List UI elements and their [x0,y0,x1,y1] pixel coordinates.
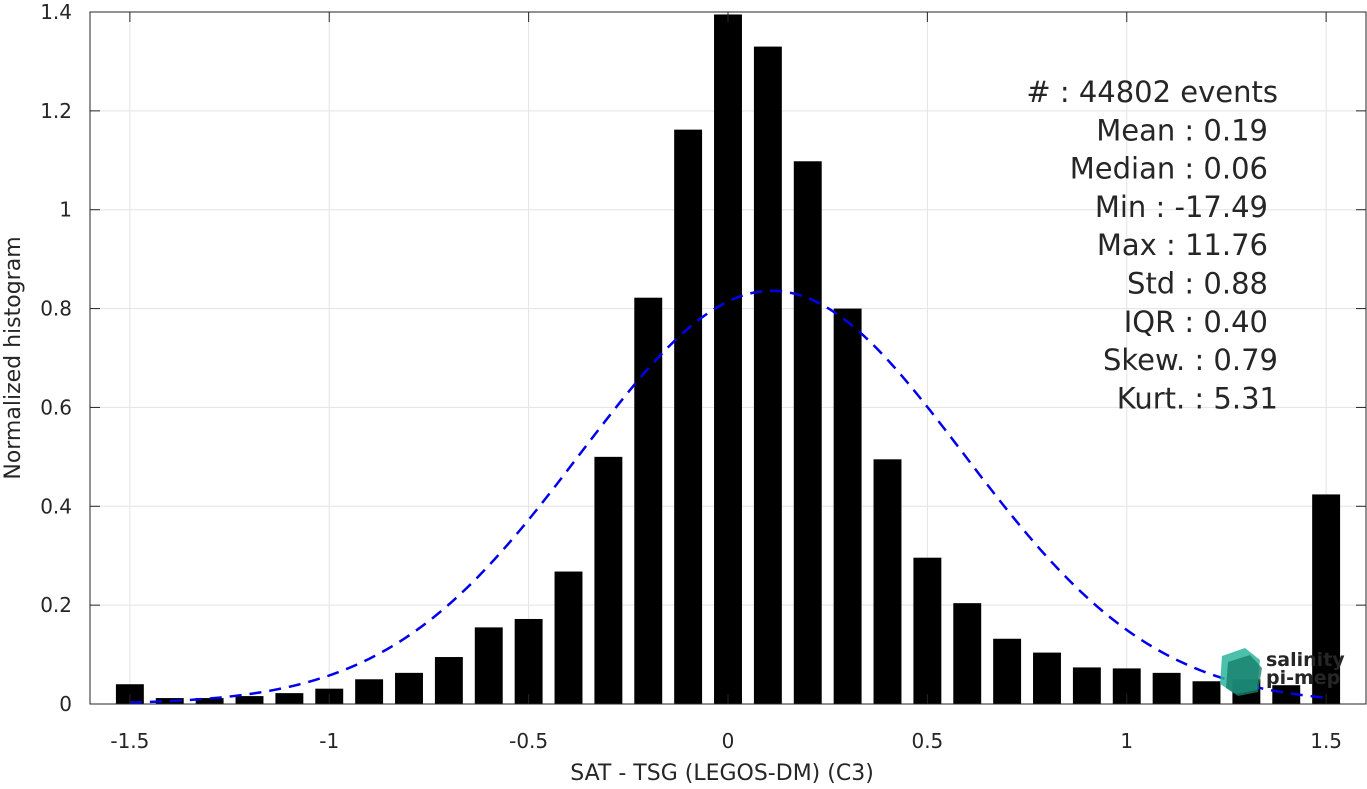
histogram-bar [1312,494,1341,704]
stats-line: Skew. : 0.79 [1103,343,1278,377]
stats-line: IQR : 0.40 [1124,305,1268,339]
gaussian-fit-curve [129,289,1327,704]
histogram-bar [1033,652,1061,704]
logo-text-salinity: salinity [1266,649,1345,671]
x-tick-label: 1.5 [1310,729,1342,753]
histogram-bar [474,627,503,704]
stats-line: Std : 0.88 [1127,267,1268,301]
histogram-bar [634,297,663,704]
histogram-bar [434,657,463,704]
histogram-bar [355,679,384,704]
histogram-bar [1192,681,1221,704]
histogram-bar [554,571,583,704]
stats-box: # : 44802 events Mean : 0.19 Median : 0.06… [1026,75,1278,415]
histogram-bar [913,557,942,704]
histogram-bar [195,698,224,704]
x-tick-label: -1 [319,729,339,753]
x-tick-label: -0.5 [509,729,548,753]
histogram-bar [753,46,782,705]
histogram-bar [873,459,902,704]
histogram-bar [833,308,862,704]
histogram-bar [793,161,822,704]
histogram-bar [594,456,623,704]
histogram-bar [953,603,982,704]
histogram-bar [395,672,423,704]
histogram-bar [155,698,184,704]
histogram-bar [1152,672,1181,704]
histogram-bar [275,693,304,704]
histogram-bar [674,129,703,704]
x-axis-label: SAT - TSG (LEGOS-DM) (C3) [570,761,874,785]
histogram-bar [714,14,742,704]
x-tick-label: -1.5 [110,729,149,753]
logo-text-pimep: pi-mep [1266,667,1340,689]
y-axis-label: Normalized histogram [1,236,26,479]
y-tick-label: 0.6 [40,395,72,419]
tick-labels: -1.5 -1 -0.5 0 0.5 1 1.5 0 0.2 0.4 0.6 0.8 1 1.2 1.4 [40,0,1342,753]
x-tick-label: 1 [1120,729,1133,753]
y-tick-label: 1.4 [40,0,72,24]
stats-line: Mean : 0.19 [1096,113,1268,147]
y-tick-label: 0.2 [40,593,72,617]
y-tick-label: 0 [59,692,72,716]
y-tick-label: 0.4 [40,494,72,518]
y-tick-label: 1.2 [40,99,72,123]
fit-curve-layer [129,289,1327,704]
histogram-bar [514,618,543,704]
stats-line: Median : 0.06 [1070,152,1268,186]
y-tick-label: 1 [59,198,72,222]
y-tick-label: 0.8 [40,297,72,321]
histogram-bar [235,696,264,704]
stats-line: Kurt. : 5.31 [1117,381,1278,415]
axes [89,11,1367,705]
stats-line: Min : -17.49 [1095,190,1268,224]
x-tick-label: 0.5 [911,729,943,753]
stats-line: # : 44802 events [1026,75,1278,109]
stats-line: Max : 11.76 [1097,228,1268,262]
x-tick-label: 0 [722,729,735,753]
histogram-bar [993,638,1022,704]
histogram-bar [1272,685,1301,704]
histogram-bar [1072,667,1101,704]
logo-shape-front [1226,655,1262,696]
bars [115,14,1341,705]
